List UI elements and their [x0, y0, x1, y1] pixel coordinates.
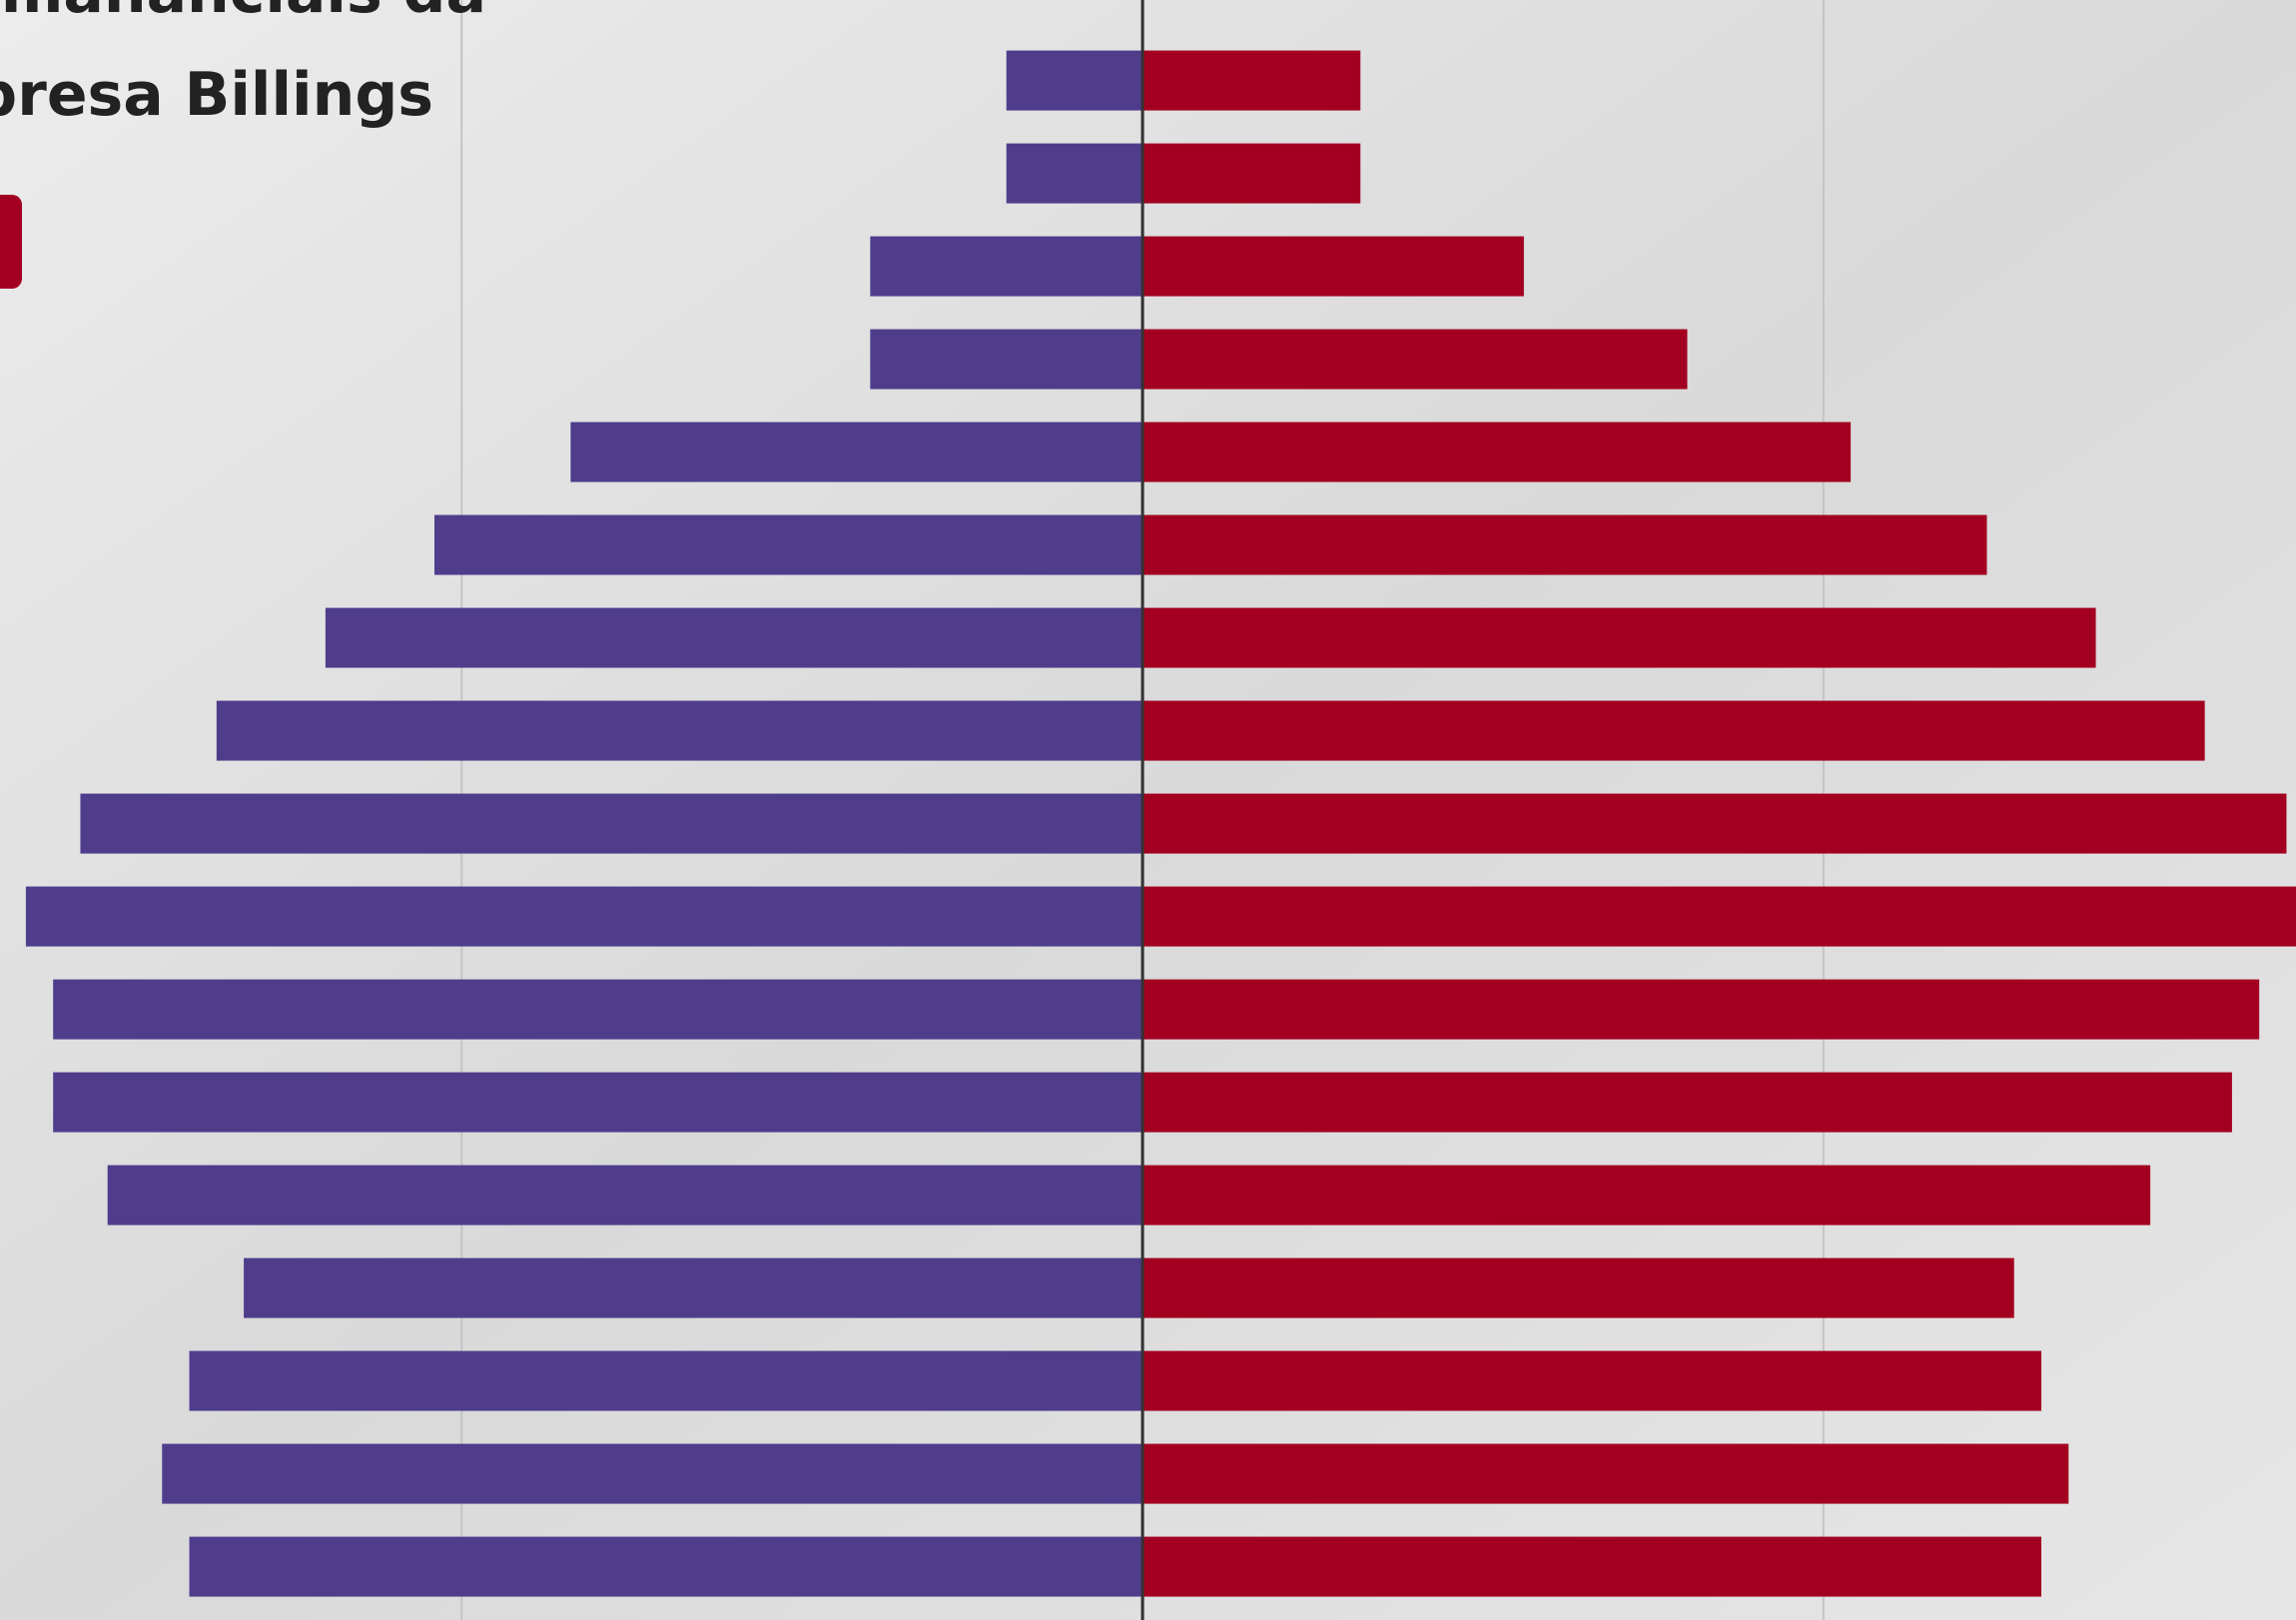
bar — [1006, 50, 1144, 111]
bar — [216, 700, 1144, 761]
bar — [1143, 1165, 2151, 1225]
bar — [870, 329, 1144, 390]
bar — [325, 607, 1144, 668]
bar — [1143, 514, 1987, 575]
bar — [870, 236, 1144, 297]
bar — [1143, 1443, 2069, 1504]
bar — [570, 421, 1144, 482]
bar — [80, 793, 1144, 854]
bar — [1143, 329, 1688, 390]
bar — [1143, 236, 1524, 297]
bar — [1006, 143, 1144, 204]
bars — [25, 0, 2296, 1620]
bar — [189, 1350, 1144, 1411]
bar — [1143, 979, 2260, 1040]
bar — [25, 886, 1144, 947]
bar — [1143, 1072, 2232, 1133]
chart-title-line: presa Billings — [0, 60, 433, 130]
chart-title-line: mananciais da — [1, 0, 486, 27]
bar — [1143, 1536, 2042, 1597]
bar — [433, 514, 1144, 575]
bar — [1143, 1350, 2042, 1411]
bar — [53, 1072, 1144, 1133]
bar — [1143, 421, 1852, 482]
bar — [244, 1257, 1144, 1318]
bar — [1143, 700, 2205, 761]
bar — [1143, 607, 2096, 668]
bar — [1143, 143, 1361, 204]
bar — [1143, 793, 2287, 854]
bar — [1143, 1257, 2014, 1318]
bar — [1143, 886, 2296, 947]
bar — [189, 1536, 1144, 1597]
bar — [1143, 50, 1361, 111]
bar — [107, 1165, 1144, 1225]
bar — [162, 1443, 1144, 1504]
bar — [53, 979, 1144, 1040]
accent — [0, 195, 22, 289]
